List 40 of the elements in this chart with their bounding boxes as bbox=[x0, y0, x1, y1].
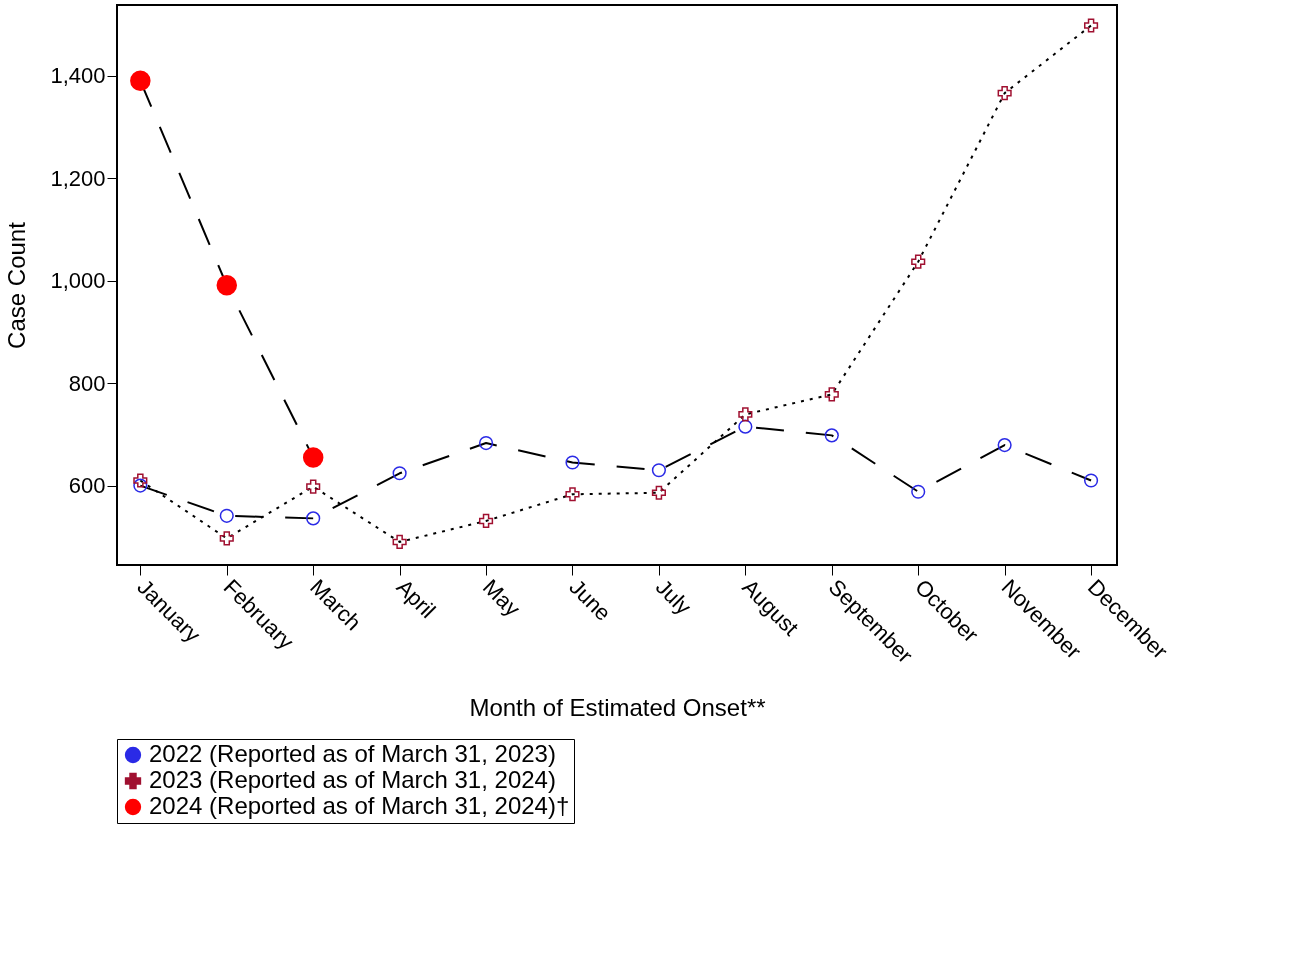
point bbox=[219, 531, 234, 546]
point bbox=[130, 70, 151, 92]
y-tick-label: 800 bbox=[68, 370, 106, 396]
point bbox=[824, 428, 839, 443]
point bbox=[392, 466, 407, 481]
point bbox=[392, 534, 407, 550]
point bbox=[651, 485, 666, 500]
point bbox=[1084, 473, 1099, 488]
point bbox=[911, 484, 926, 499]
legend-label: 2024 (Reported as of March 31, 2024)† bbox=[149, 792, 570, 819]
legend-label: 2022 (Reported as of March 31, 2023) bbox=[149, 740, 556, 767]
y-tick-label: 600 bbox=[68, 473, 106, 499]
point bbox=[1084, 18, 1099, 33]
point bbox=[133, 473, 148, 488]
point bbox=[302, 447, 324, 468]
point bbox=[219, 508, 234, 523]
point bbox=[824, 387, 839, 402]
y-tick-label: 1,000 bbox=[50, 268, 106, 294]
x-tick-label: May bbox=[478, 574, 526, 622]
point bbox=[565, 487, 580, 502]
point bbox=[306, 479, 321, 494]
y-axis-title: Case Count bbox=[3, 221, 31, 349]
point bbox=[911, 254, 926, 269]
y-tick-label: 1,400 bbox=[50, 63, 106, 89]
point bbox=[651, 463, 666, 478]
x-tick-label: July bbox=[650, 574, 697, 620]
point bbox=[997, 438, 1012, 453]
point bbox=[133, 478, 148, 493]
point bbox=[738, 419, 753, 434]
point bbox=[306, 511, 321, 526]
point bbox=[478, 436, 494, 451]
legend-label: 2023 (Reported as of March 31, 2024) bbox=[149, 766, 556, 793]
point bbox=[997, 86, 1012, 101]
point bbox=[565, 455, 580, 470]
x-tick-label: April bbox=[391, 574, 441, 624]
point bbox=[738, 407, 753, 422]
point bbox=[478, 513, 494, 529]
y-tick-label: 1,200 bbox=[50, 165, 106, 191]
point bbox=[216, 275, 238, 296]
x-axis-title: Month of Estimated Onset** bbox=[469, 694, 766, 722]
